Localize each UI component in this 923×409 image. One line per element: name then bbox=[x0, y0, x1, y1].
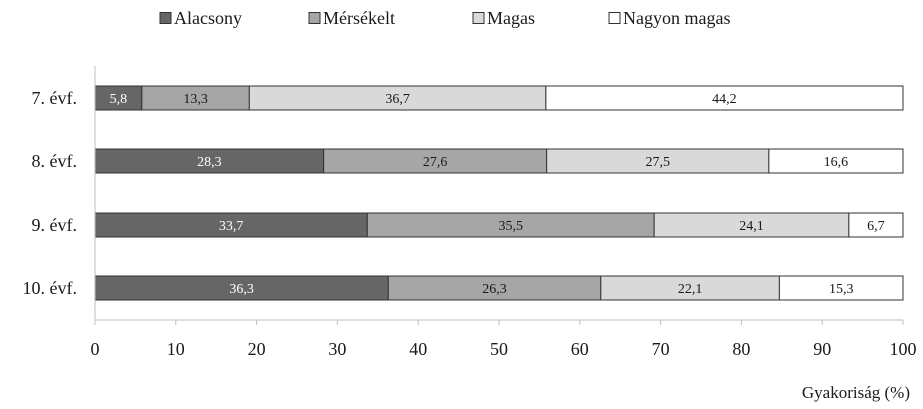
data-label: 36,3 bbox=[229, 282, 254, 297]
plot-area: 5,8 13,3 36,7 44,2 28,3 27,6 27,5 16,6 33,7 35,5 2… bbox=[23, 66, 917, 359]
bar-segment bbox=[387, 275, 602, 301]
x-tick-label: 70 bbox=[652, 339, 670, 359]
legend-swatch bbox=[472, 12, 485, 24]
legend-item: Nagyon magas bbox=[608, 8, 730, 28]
legend-label: Nagyon magas bbox=[623, 8, 730, 28]
data-label: 35,5 bbox=[498, 219, 523, 234]
category-label: 8. évf. bbox=[32, 151, 77, 171]
data-label: 27,6 bbox=[423, 155, 448, 170]
category-label: 9. évf. bbox=[32, 215, 77, 235]
x-tick-label: 100 bbox=[890, 339, 917, 359]
data-label: 22,1 bbox=[678, 282, 703, 297]
x-tick-label: 80 bbox=[732, 339, 750, 359]
bar-segment bbox=[248, 85, 547, 111]
data-label: 16,6 bbox=[824, 155, 849, 170]
legend-swatch bbox=[159, 12, 172, 24]
x-tick-label: 20 bbox=[248, 339, 266, 359]
legend-item: Alacsony bbox=[159, 8, 242, 28]
data-label: 6,7 bbox=[867, 219, 885, 234]
bar-segment bbox=[323, 148, 548, 174]
data-label: 33,7 bbox=[219, 219, 244, 234]
x-tick-label: 60 bbox=[571, 339, 589, 359]
data-label: 28,3 bbox=[197, 155, 222, 170]
bar-segment bbox=[546, 148, 770, 174]
legend-label: Mérsékelt bbox=[323, 8, 395, 28]
data-label: 26,3 bbox=[482, 282, 507, 297]
bar-segment bbox=[94, 148, 325, 174]
bar-segment bbox=[848, 212, 904, 238]
legend-item: Magas bbox=[472, 8, 535, 28]
x-tick-label: 90 bbox=[813, 339, 831, 359]
x-axis-title: Gyakoriság (%) bbox=[802, 383, 910, 402]
bars: 5,8 13,3 36,7 44,2 28,3 27,6 27,5 16,6 33,7 35,5 2… bbox=[94, 85, 904, 301]
x-tick-label: 0 bbox=[91, 339, 100, 359]
x-tick-label: 10 bbox=[167, 339, 185, 359]
x-tick-label: 30 bbox=[328, 339, 346, 359]
legend: Alacsony Mérsékelt Magas Nagyon magas bbox=[159, 8, 730, 28]
data-label: 15,3 bbox=[829, 282, 854, 297]
bar-segment bbox=[366, 212, 655, 238]
legend-swatch bbox=[608, 12, 621, 24]
x-axis: 0 10 20 30 40 50 60 70 80 90 100 bbox=[91, 319, 917, 359]
data-label: 27,5 bbox=[646, 155, 671, 170]
data-label: 13,3 bbox=[183, 92, 208, 107]
bar-segment bbox=[768, 148, 904, 174]
data-label: 44,2 bbox=[712, 92, 737, 107]
category-label: 10. évf. bbox=[23, 278, 77, 298]
legend-label: Magas bbox=[487, 8, 535, 28]
data-label: 24,1 bbox=[739, 219, 764, 234]
x-tick-label: 40 bbox=[409, 339, 427, 359]
y-axis: 7. évf. 8. évf. 9. évf. 10. évf. bbox=[23, 66, 96, 320]
legend-swatch bbox=[308, 12, 321, 24]
x-tick-label: 50 bbox=[490, 339, 508, 359]
bar-segment bbox=[141, 85, 250, 111]
bar-segment bbox=[545, 85, 904, 111]
category-label: 7. évf. bbox=[32, 88, 77, 108]
bar-segment bbox=[94, 275, 389, 301]
legend-item: Mérsékelt bbox=[308, 8, 395, 28]
bar-segment bbox=[778, 275, 904, 301]
data-label: 5,8 bbox=[110, 92, 128, 107]
legend-label: Alacsony bbox=[174, 8, 242, 28]
data-label: 36,7 bbox=[385, 92, 410, 107]
